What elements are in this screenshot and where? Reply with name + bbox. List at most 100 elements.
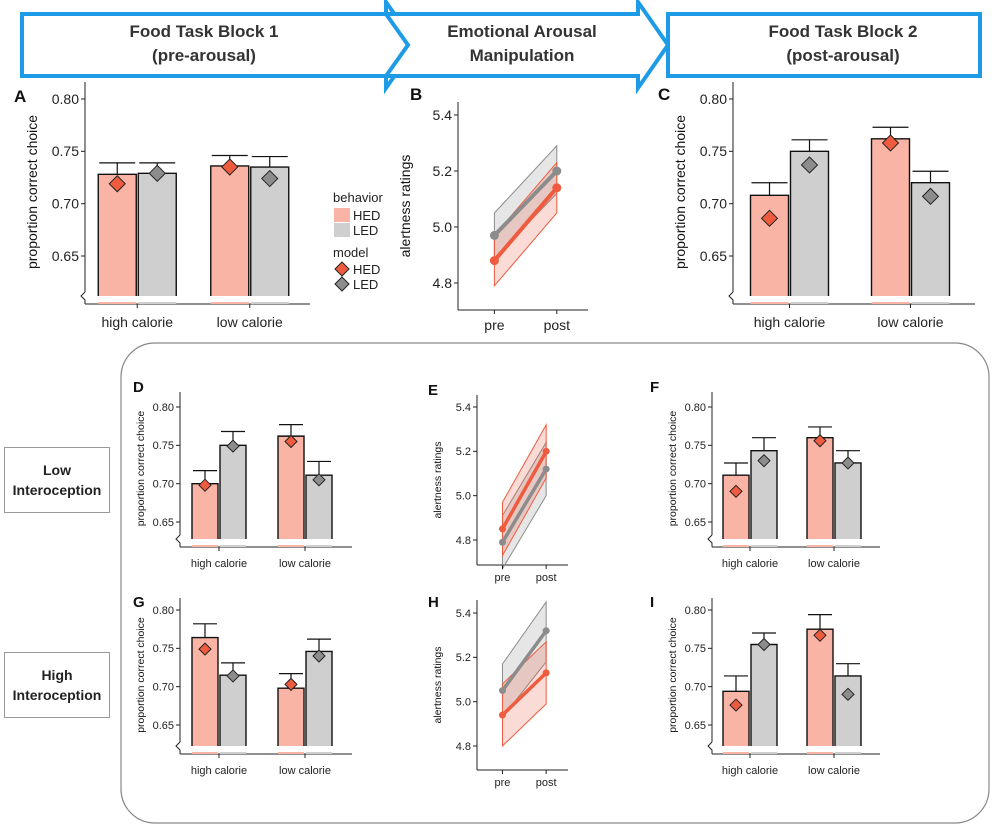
x-tick-label: low calorie — [877, 314, 943, 330]
model-diamond-led — [841, 687, 855, 702]
x-tick-label: high calorie — [191, 558, 247, 570]
x-tick-label: pre — [495, 777, 511, 789]
y-axis-label: proportion correct choice — [672, 115, 688, 269]
model-diamond-led — [800, 156, 819, 174]
panel-letter-h: H — [428, 594, 439, 611]
bar-hed-high-calorie — [192, 637, 218, 754]
high-interoception-line1: High — [41, 667, 73, 683]
bar-led-high-calorie — [220, 445, 246, 547]
point-led-pre — [489, 230, 499, 240]
y-tick-label: 0.65 — [685, 517, 706, 529]
bar-break-band — [305, 539, 333, 545]
bar-led-high-calorie — [790, 151, 829, 304]
bar-hed-low-calorie — [278, 436, 304, 547]
panel-letter-e: E — [428, 382, 438, 399]
bar-break-band — [219, 746, 247, 752]
model-diamond-hed — [729, 698, 743, 712]
legend-behavior-led-label: LED — [353, 223, 378, 238]
bar-break-band — [249, 296, 290, 302]
x-tick-label: high calorie — [722, 765, 778, 777]
legend-behavior-hed-swatch — [334, 208, 350, 222]
panel-letter-a: A — [14, 87, 26, 106]
y-axis-label: alertness ratings — [432, 646, 444, 723]
y-tick-label: 0.80 — [153, 605, 174, 617]
high-interoception-label: High Interoception — [4, 652, 110, 718]
y-tick-label: 0.70 — [685, 682, 706, 694]
low-interoception-line1: Low — [42, 462, 71, 478]
y-tick-label: 0.75 — [700, 143, 727, 159]
bar-break-band — [750, 746, 778, 752]
panel-a: A 0.65 0.70 0.75 0.80 proportion correct choi… — [14, 82, 310, 330]
model-diamond-hed — [881, 134, 900, 152]
model-diamond-led — [312, 473, 326, 487]
point-hed-pre — [489, 256, 499, 266]
series-line-hed — [500, 671, 548, 717]
bar-break-band — [277, 746, 305, 752]
series-line-led — [500, 467, 548, 544]
point-hed-pre — [498, 711, 506, 719]
point-hed-pre — [498, 525, 506, 533]
legend-behavior-title: behavior — [333, 190, 384, 205]
y-axis-label: proportion correct choice — [24, 115, 40, 269]
y-tick-label: 0.75 — [685, 643, 706, 655]
bar-break-band — [722, 539, 750, 545]
legend-model-led-diamond-icon — [334, 276, 350, 292]
model-diamond-hed — [108, 175, 126, 193]
model-diamond-led — [757, 453, 771, 468]
legend-behavior-hed-label: HED — [353, 208, 380, 223]
model-diamond-led — [261, 169, 279, 188]
low-interoception-line2: Interoception — [12, 482, 102, 498]
bar-break-band — [191, 746, 219, 752]
y-tick-label: 5.0 — [456, 697, 471, 709]
y-tick-label: 0.65 — [153, 720, 174, 732]
y-tick-label: 0.70 — [153, 479, 174, 491]
point-hed-post — [552, 183, 562, 193]
y-tick-label: 0.80 — [685, 605, 706, 617]
bar-hed-low-calorie — [278, 688, 304, 754]
point-led-post — [542, 465, 550, 473]
x-tick-label: low calorie — [808, 765, 860, 777]
bar-hed-high-calorie — [98, 174, 137, 304]
point-led-post — [542, 627, 550, 635]
model-diamond-hed — [760, 209, 779, 228]
bar-hed-low-calorie — [807, 629, 833, 754]
series-line-led — [500, 628, 548, 693]
y-tick-label: 5.4 — [433, 107, 453, 123]
stage-1-title: Food Task Block 1 — [130, 22, 279, 41]
y-tick-label: 0.70 — [700, 196, 727, 212]
bar-led-low-calorie — [306, 651, 332, 754]
bar-break-band — [750, 539, 778, 545]
stage-1-subtitle: (pre-arousal) — [152, 46, 256, 65]
series-line-hed — [492, 185, 559, 263]
y-tick-label: 4.8 — [456, 535, 471, 547]
model-diamond-led — [312, 649, 326, 663]
high-interoception-line2: Interoception — [12, 687, 102, 703]
panel-letter-b: B — [410, 85, 422, 104]
y-tick-label: 4.8 — [433, 275, 453, 291]
series-line-hed — [500, 449, 548, 531]
legend-model-hed-diamond-icon — [334, 261, 350, 277]
y-tick-label: 0.80 — [700, 91, 727, 107]
interoception-frame — [120, 342, 990, 824]
y-tick-label: 0.75 — [52, 143, 79, 159]
stage-3-box — [666, 12, 982, 78]
y-tick-label: 0.65 — [700, 248, 727, 264]
bar-hed-low-calorie — [807, 437, 833, 547]
panel-letter-c: C — [658, 85, 670, 104]
y-tick-label: 0.80 — [52, 91, 79, 107]
bar-outline — [722, 690, 750, 746]
y-axis-label: proportion correct choice — [667, 411, 679, 527]
panel-letter-i: I — [650, 594, 654, 611]
x-tick-label: high calorie — [754, 314, 826, 330]
model-diamond-led — [921, 187, 940, 206]
x-tick-label: post — [536, 777, 557, 789]
y-axis-label: proportion correct choice — [135, 411, 147, 527]
x-tick-label: post — [544, 317, 571, 333]
stage-1-arrow — [20, 0, 419, 95]
y-axis-label: alertness ratings — [432, 441, 444, 518]
y-axis-break-mark — [80, 291, 86, 304]
y-tick-label: 0.75 — [153, 440, 174, 452]
y-axis-label: proportion correct choice — [667, 617, 679, 733]
bar-break-band — [789, 296, 830, 302]
y-axis-label: alertness ratings — [397, 155, 413, 258]
